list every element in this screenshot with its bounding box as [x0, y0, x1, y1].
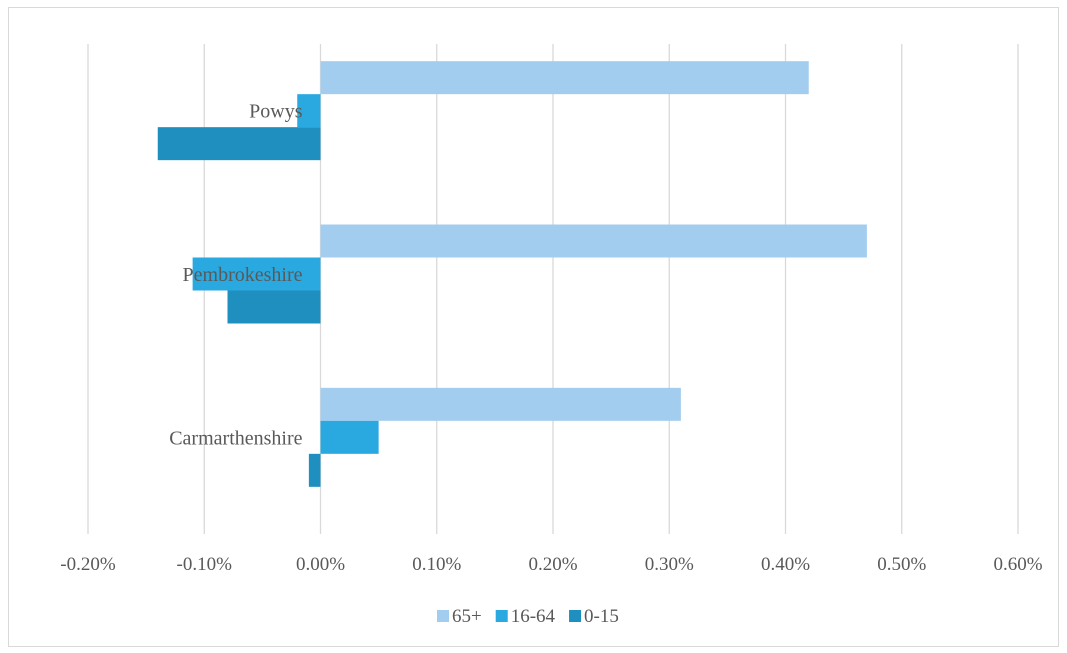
- bar-16-64-pembrokeshire: [192, 257, 321, 291]
- bar-0-15-carmarthenshire: [308, 453, 321, 487]
- legend-swatch: [437, 610, 449, 622]
- legend-swatch: [495, 610, 508, 622]
- chart-frame: [8, 7, 1059, 647]
- x-tick-label: 0.40%: [761, 554, 810, 575]
- x-tick-label: 0.20%: [528, 554, 577, 575]
- bar-65+-powys: [320, 61, 809, 95]
- x-tick-labels: -0.20% -0.10% 0.00% 0.10% 0.20% 0.30% 0.40% 0.5…: [60, 554, 1042, 575]
- bar-65+-carmarthenshire: [320, 387, 681, 421]
- bar-0-15-pembrokeshire: [227, 290, 321, 324]
- x-tick-label: 0.00%: [296, 554, 345, 575]
- bar-65+-pembrokeshire: [320, 224, 867, 258]
- x-tick-label: 0.10%: [412, 554, 461, 575]
- legend-label: 16-64: [511, 606, 556, 627]
- x-tick-label: 0.60%: [993, 554, 1042, 575]
- x-tick-label: -0.20%: [60, 554, 116, 575]
- category-label: Pembrokeshire: [183, 264, 303, 286]
- category-labels: Powys Pembrokeshire Carmarthenshire: [169, 101, 302, 450]
- category-label: Carmarthenshire: [169, 427, 302, 449]
- bar-0-15-powys: [157, 127, 321, 161]
- legend: 65+ 16-64 0-15: [437, 606, 619, 627]
- x-tick-label: -0.10%: [177, 554, 233, 575]
- bar-16-64-carmarthenshire: [320, 420, 379, 454]
- bar-16-64-powys: [297, 94, 321, 128]
- category-label: Powys: [249, 101, 303, 123]
- legend-label: 65+: [452, 606, 482, 627]
- x-tick-label: 0.30%: [645, 554, 694, 575]
- legend-swatch: [569, 610, 582, 622]
- x-tick-label: 0.50%: [877, 554, 926, 575]
- gridlines: [87, 44, 1019, 534]
- bars: [157, 61, 867, 487]
- legend-label: 0-15: [584, 606, 619, 627]
